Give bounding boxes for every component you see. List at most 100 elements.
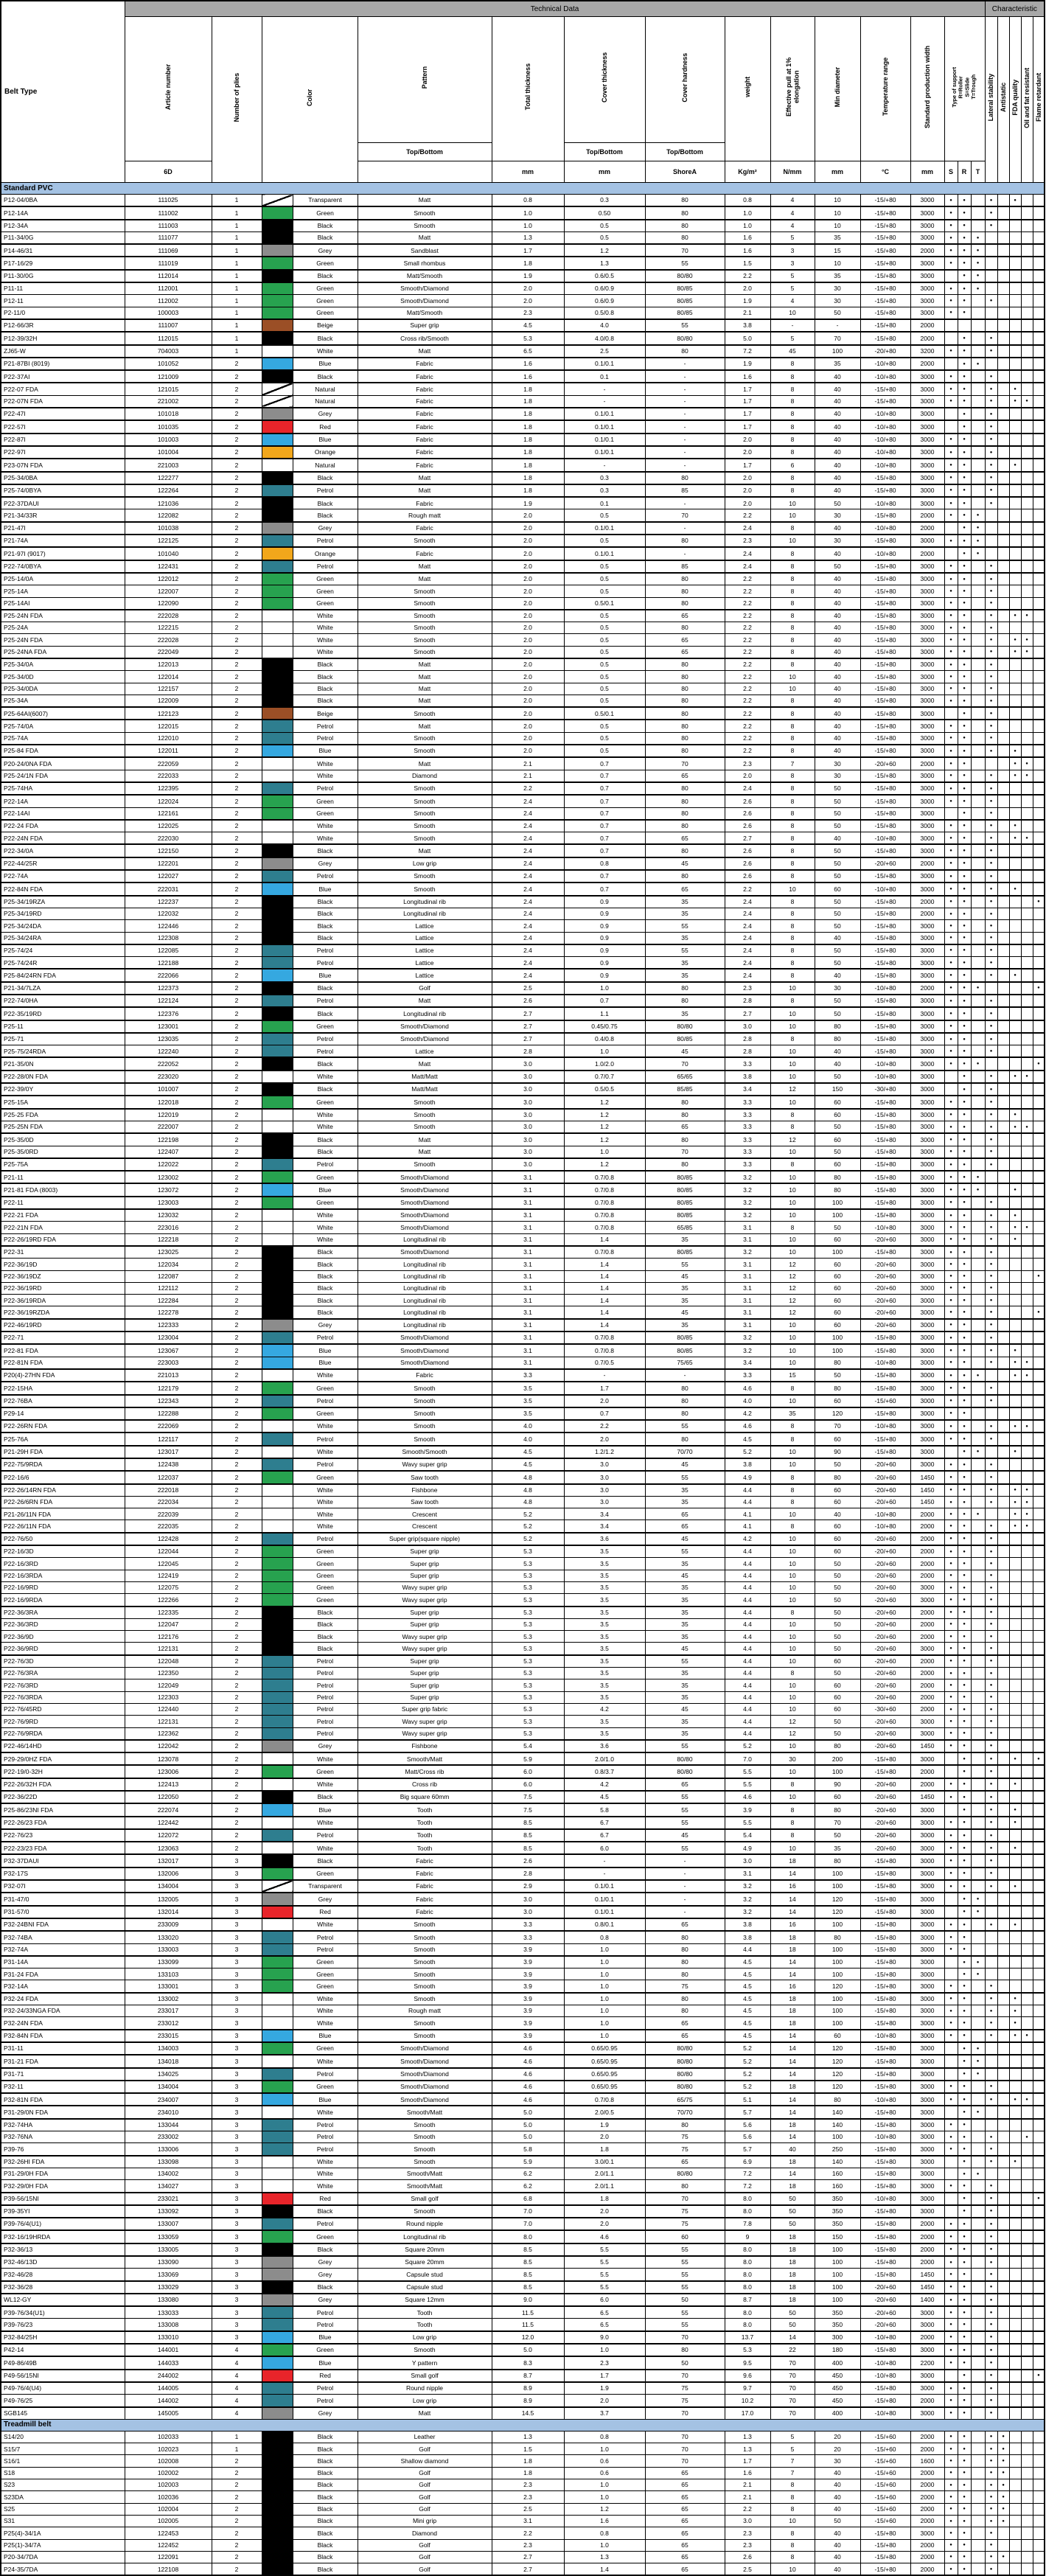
color-swatch — [261, 2430, 293, 2444]
cover-thickness-cell: 1.8 — [563, 2142, 646, 2156]
antistatic-cell — [997, 869, 1010, 883]
total-thickness-cell: 3.1 — [491, 1330, 565, 1345]
color-swatch — [261, 243, 293, 257]
lateral-stability-cell: ● — [984, 2217, 998, 2231]
fda-cell — [1008, 331, 1022, 346]
support-t-cell: ● — [970, 1904, 986, 1919]
plies-cell: 3 — [211, 2280, 262, 2294]
lateral-stability-cell: ● — [984, 1381, 998, 1396]
color-name-cell: Natural — [292, 382, 358, 396]
cover-hardness-cell: 80/85 — [644, 1343, 725, 1357]
article-number-cell: 122303 — [124, 1691, 212, 1704]
cover-thickness-cell: 3.5 — [563, 1667, 646, 1680]
lateral-stability-cell: ● — [984, 1495, 998, 1509]
oil-resistant-cell — [1020, 194, 1033, 207]
pattern-cell: Super grip — [357, 1679, 492, 1692]
temperature-range-cell: -15/+80 — [860, 1120, 911, 1134]
total-thickness-cell: 5.9 — [491, 2154, 565, 2168]
effective-pull-cell: 7 — [770, 756, 815, 770]
antistatic-cell — [997, 585, 1010, 598]
support-r-cell: ● — [957, 2502, 972, 2516]
weight-cell: 3.4 — [724, 1356, 771, 1370]
color-swatch — [261, 470, 293, 485]
fda-cell — [1008, 622, 1022, 635]
fda-cell — [1008, 1406, 1022, 1421]
support-r-cell: ● — [957, 1294, 972, 1307]
article-number-cell: 133033 — [124, 2305, 212, 2319]
temperature-range-cell: -20/+60 — [860, 1281, 911, 1295]
cover-hardness-cell: 65/75 — [644, 2092, 725, 2106]
color-name-cell: Green — [292, 282, 358, 296]
color-swatch — [261, 2527, 293, 2540]
support-r-header: R — [957, 161, 972, 183]
oil-resistant-cell — [1020, 2406, 1033, 2420]
flame-retardant-cell — [1032, 1954, 1045, 1969]
total-thickness-cell: 2.0 — [491, 731, 565, 745]
table-row: P22-87I 101003 2 Blue Fabric 1.8 0.1/0.1-2.0 8 4… — [0, 432, 1045, 447]
min-diameter-cell: 80 — [814, 1930, 861, 1944]
color-swatch — [261, 369, 293, 383]
antistatic-cell — [997, 943, 1010, 958]
production-width-cell: 3000 — [910, 956, 945, 970]
plies-cell: 2 — [211, 509, 262, 523]
effective-pull-cell: 10 — [770, 1702, 815, 1716]
article-number-cell: 704003 — [124, 344, 212, 358]
fda-cell: ● — [1008, 645, 1022, 659]
belt-type-cell: P12-39/32H — [0, 331, 125, 346]
color-name-cell: Petrol — [292, 1531, 358, 1546]
effective-pull-cell: 8 — [770, 369, 815, 383]
article-number-cell: 133002 — [124, 1991, 212, 2006]
oil-resistant-cell: ● — [1020, 832, 1033, 845]
article-number-cell: 122012 — [124, 571, 212, 586]
temperature-range-cell: -20/+60 — [860, 1294, 911, 1307]
oil-resistant-cell — [1020, 1557, 1033, 1570]
antistatic-cell — [997, 483, 1010, 498]
support-r-cell: ● — [957, 1727, 972, 1741]
total-thickness-cell: 2.3 — [491, 2538, 565, 2552]
antistatic-cell — [997, 470, 1010, 485]
oil-resistant-cell — [1020, 1853, 1033, 1868]
production-width-cell: 3000 — [910, 282, 945, 296]
color-name-cell: Black — [292, 907, 358, 921]
fda-cell — [1008, 596, 1022, 610]
support-t-cell — [970, 1381, 986, 1396]
plies-cell: 3 — [211, 2229, 262, 2244]
min-diameter-cell: 90 — [814, 1444, 861, 1459]
total-thickness-cell: 7.0 — [491, 2217, 565, 2231]
temperature-range-cell: -15/+80 — [860, 744, 911, 758]
support-r-cell: ● — [957, 1702, 972, 1716]
article-number-cell: 111077 — [124, 231, 212, 245]
plies-cell: 2 — [211, 1789, 262, 1804]
table-row: P25-34/0DA 122157 2 Black Matt 2.0 0.5 80 2.2 10 4… — [0, 682, 1045, 695]
table-row: P22-26/6RN FDA 222034 2 White Saw tooth 4.8 3.… — [0, 1495, 1045, 1509]
oil-resistant-cell — [1020, 1593, 1033, 1607]
production-width-cell: 3000 — [910, 1406, 945, 1421]
effective-pull-cell: 8 — [770, 1120, 815, 1134]
total-thickness-cell: 6.5 — [491, 344, 565, 358]
support-r-cell: ● — [957, 807, 972, 821]
belt-type-cell: P25-14/0A — [0, 571, 125, 586]
temperature-range-cell: -10/+80 — [860, 2191, 911, 2206]
support-s-cell: ● — [944, 1654, 958, 1668]
total-thickness-cell: 5.0 — [491, 2117, 565, 2132]
antistatic-cell — [997, 2305, 1010, 2319]
support-s-cell: ● — [944, 2514, 958, 2528]
effective-pull-cell: 8 — [770, 832, 815, 845]
fda-cell — [1008, 931, 1022, 945]
production-width-cell: 3000 — [910, 2343, 945, 2357]
min-diameter-cell: 30 — [814, 756, 861, 770]
oil-resistant-cell — [1020, 2117, 1033, 2132]
oil-resistant-cell — [1020, 2204, 1033, 2218]
support-t-cell — [970, 2381, 986, 2395]
band-row: Belt Type Technical Data Characteristic — [0, 0, 1045, 183]
support-t-cell: ● — [970, 282, 986, 296]
support-r-cell: ● — [957, 2527, 972, 2540]
oil-resistant-cell — [1020, 1764, 1033, 1779]
support-t-cell — [970, 968, 986, 983]
lateral-stability-cell: ● — [984, 1281, 998, 1295]
cover-hardness-cell: 80 — [644, 1930, 725, 1944]
temperature-range-cell: -20/+60 — [860, 1569, 911, 1582]
pattern-cell: Smooth — [357, 1432, 492, 1447]
pattern-cell: Longitudinal rib — [357, 1294, 492, 1307]
weight-cell: 5.5 — [724, 1764, 771, 1779]
